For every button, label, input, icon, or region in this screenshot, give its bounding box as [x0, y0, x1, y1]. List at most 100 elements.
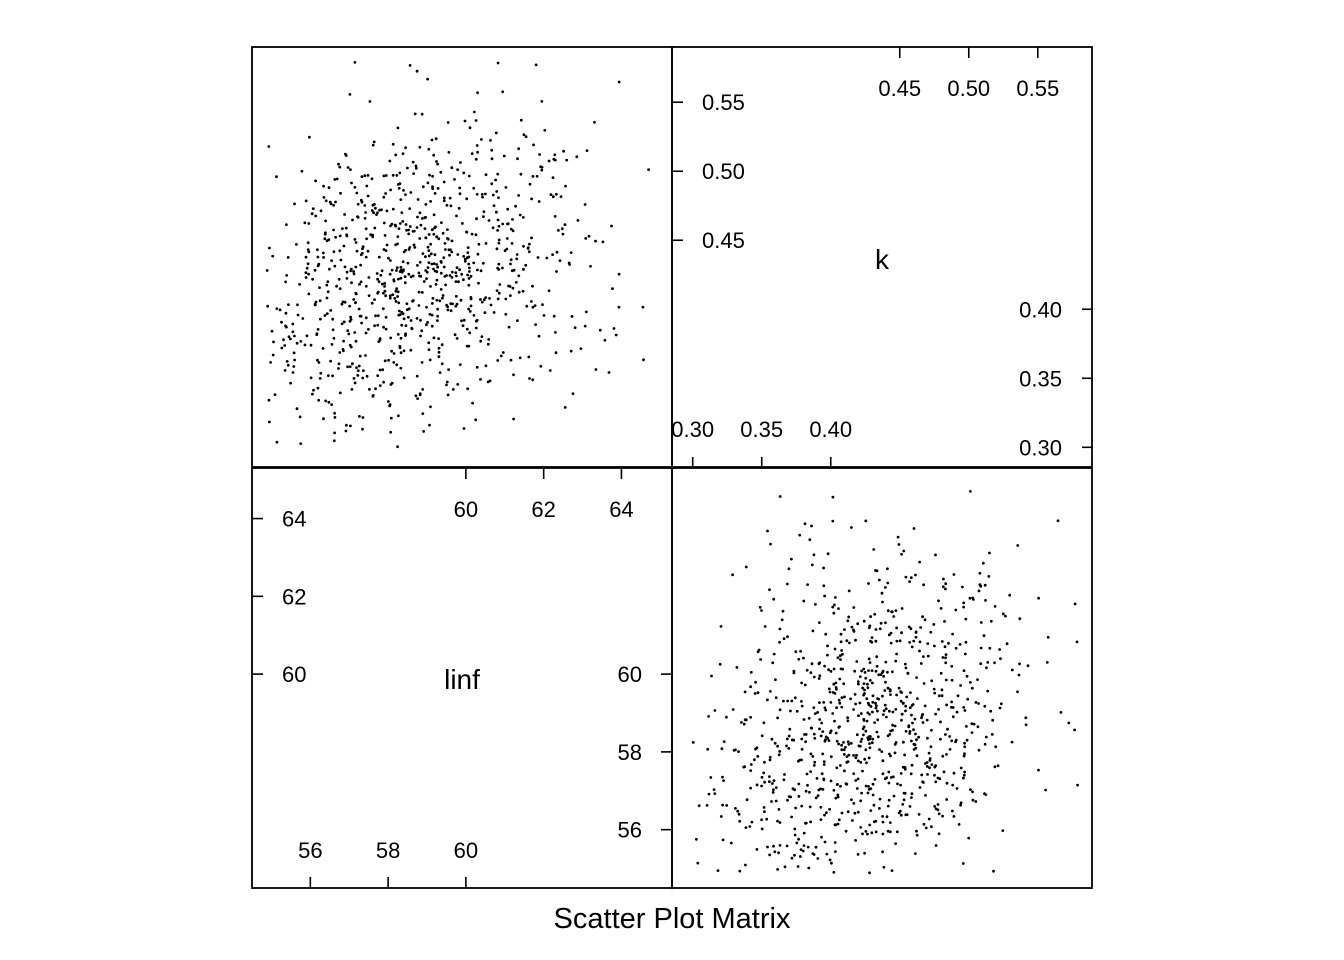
data-point — [554, 351, 558, 355]
data-point — [910, 763, 914, 767]
data-point — [444, 248, 447, 251]
data-point — [348, 365, 352, 368]
data-point — [459, 298, 463, 302]
data-point — [421, 388, 425, 391]
data-point — [800, 804, 804, 808]
data-point — [809, 820, 812, 824]
data-point — [468, 310, 472, 313]
data-point — [475, 144, 479, 147]
data-point — [499, 354, 503, 358]
data-point — [942, 770, 946, 774]
data-point — [823, 594, 826, 598]
data-point — [342, 349, 345, 353]
data-point — [909, 627, 913, 631]
data-point — [377, 255, 381, 259]
data-point — [377, 280, 381, 284]
data-point — [331, 328, 335, 332]
data-point — [823, 813, 826, 817]
data-point — [456, 383, 460, 386]
data-point — [861, 769, 864, 773]
data-point — [482, 215, 485, 219]
data-point — [366, 249, 370, 253]
data-point — [431, 185, 434, 189]
data-point — [887, 781, 891, 785]
data-point — [358, 354, 362, 358]
data-point — [429, 285, 432, 288]
data-point — [963, 745, 967, 749]
data-point — [517, 194, 520, 197]
data-point — [787, 734, 791, 738]
data-point — [449, 309, 453, 313]
data-point — [427, 147, 431, 151]
data-point — [795, 841, 799, 845]
data-point — [442, 180, 446, 184]
data-point — [850, 625, 854, 629]
variable-label-k: k — [875, 244, 890, 275]
data-point — [1037, 596, 1040, 600]
data-point — [892, 794, 896, 798]
data-point — [299, 340, 303, 343]
data-point — [816, 794, 820, 798]
data-point — [340, 302, 344, 306]
data-point — [269, 361, 272, 364]
data-point — [894, 741, 898, 744]
data-point — [883, 703, 887, 707]
data-point — [837, 607, 840, 610]
data-point — [480, 300, 484, 304]
data-point — [802, 718, 806, 721]
data-point — [807, 716, 811, 720]
data-point — [360, 175, 364, 179]
data-point — [417, 271, 421, 275]
data-point — [820, 721, 823, 725]
data-point — [844, 745, 847, 749]
data-point — [846, 810, 850, 814]
data-point — [411, 160, 415, 164]
variable-label-linf: linf — [444, 664, 480, 695]
data-point — [460, 319, 463, 323]
data-point — [484, 242, 488, 245]
data-point — [345, 234, 349, 238]
data-point — [467, 277, 471, 280]
data-point — [372, 140, 376, 144]
data-point — [430, 324, 434, 328]
data-point — [770, 800, 773, 803]
data-point — [433, 253, 437, 257]
data-point — [769, 690, 772, 693]
data-point — [925, 765, 929, 768]
data-point — [389, 383, 393, 386]
data-point — [373, 298, 376, 301]
data-point — [906, 671, 910, 675]
data-point — [1056, 519, 1060, 523]
data-point — [944, 587, 947, 591]
data-point — [537, 334, 541, 338]
data-point — [871, 737, 875, 741]
data-point — [454, 271, 458, 274]
data-point — [809, 770, 812, 773]
data-point — [472, 261, 476, 265]
data-point — [412, 243, 416, 247]
data-point — [839, 784, 842, 788]
data-point — [390, 222, 394, 226]
data-point — [326, 280, 330, 284]
data-point — [866, 832, 869, 836]
data-point — [802, 844, 806, 847]
data-point — [474, 326, 478, 330]
data-point — [926, 736, 929, 740]
data-point — [437, 350, 441, 354]
data-point — [697, 804, 701, 808]
data-point — [944, 661, 948, 665]
data-point — [343, 265, 347, 269]
data-point — [804, 740, 807, 744]
tick-label: 62 — [282, 584, 306, 609]
tick-label: 60 — [618, 662, 642, 687]
data-point — [772, 844, 775, 848]
data-point — [873, 778, 877, 781]
data-point — [466, 387, 470, 391]
data-point — [986, 661, 990, 664]
data-point — [969, 681, 972, 684]
data-point — [331, 317, 335, 321]
data-point — [828, 690, 832, 694]
data-point — [720, 747, 724, 751]
data-point — [763, 810, 766, 814]
data-point — [883, 777, 887, 781]
